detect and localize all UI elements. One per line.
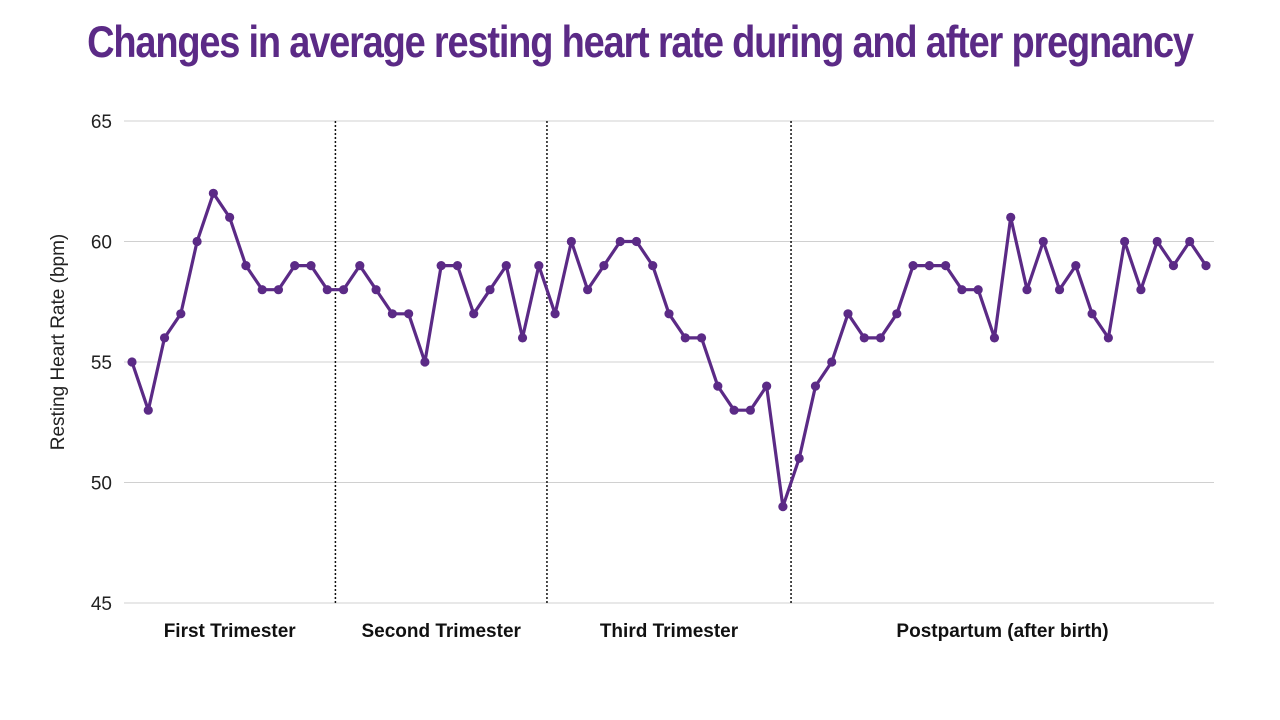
data-point: [420, 357, 430, 367]
data-point: [648, 261, 658, 271]
data-point: [583, 285, 593, 295]
data-point: [1152, 236, 1162, 247]
data-point: [762, 381, 772, 391]
data-point: [941, 261, 951, 271]
phase-dividers: [334, 121, 792, 603]
data-point: [827, 357, 837, 367]
y-tick-label-65: 65: [91, 112, 112, 133]
data-point: [143, 405, 153, 415]
y-tick-label-50: 50: [91, 474, 112, 495]
data-point: [1071, 261, 1081, 271]
data-point: [729, 405, 739, 415]
data-point: [745, 405, 755, 415]
data-point: [1168, 261, 1179, 271]
y-axis-label: Resting Heart Rate (bpm): [48, 234, 69, 450]
data-point: [843, 309, 853, 319]
data-point: [1136, 285, 1146, 295]
data-point: [859, 333, 869, 343]
data-point: [355, 261, 365, 271]
data-point: [225, 212, 235, 222]
data-point: [989, 333, 1000, 343]
data-point: [566, 236, 576, 247]
data-point: [208, 188, 218, 198]
data-point: [615, 236, 625, 247]
data-point: [973, 285, 983, 295]
data-point: [875, 333, 886, 343]
data-point: [1054, 285, 1065, 295]
data-point: [1201, 261, 1211, 271]
data-point: [1038, 236, 1048, 247]
phase-label: First Trimester: [164, 621, 297, 642]
phase-labels: First Trimester Second Trimester Third Tri…: [164, 621, 1109, 642]
chart-title: Changes in average resting heart rate du…: [87, 18, 1194, 68]
data-point: [452, 261, 463, 271]
data-point: [517, 333, 528, 343]
data-point: [908, 261, 918, 271]
data-point: [924, 261, 934, 271]
data-point: [680, 333, 690, 343]
data-point: [338, 285, 349, 295]
data-point: [176, 309, 186, 319]
data-point: [713, 381, 723, 391]
data-point: [664, 309, 674, 319]
data-point: [696, 333, 707, 343]
phase-label: Postpartum (after birth): [896, 621, 1108, 642]
data-point: [631, 236, 642, 247]
data-point: [257, 285, 267, 295]
data-point: [306, 261, 316, 271]
data-point: [957, 285, 967, 295]
data-point: [436, 261, 446, 271]
data-point: [192, 236, 202, 247]
data-point: [534, 261, 544, 271]
y-tick-label-60: 60: [91, 233, 112, 254]
data-point: [1087, 309, 1097, 319]
y-tick-label-55: 55: [91, 353, 112, 374]
data-point: [127, 357, 137, 367]
data-point: [1006, 212, 1016, 222]
data-point: [1103, 333, 1113, 343]
data-point: [387, 309, 397, 319]
data-point: [501, 261, 511, 271]
gridlines: [124, 120, 1214, 604]
data-point: [404, 309, 414, 319]
data-point: [794, 453, 804, 463]
data-point: [290, 261, 300, 271]
data-point: [273, 285, 284, 295]
data-point: [371, 285, 381, 295]
data-point: [892, 309, 902, 319]
data-point: [550, 309, 560, 319]
data-point: [485, 285, 495, 295]
data-point: [599, 261, 609, 271]
data-point: [322, 285, 332, 295]
series-points: [127, 188, 1211, 512]
data-point: [778, 502, 788, 512]
data-point: [241, 261, 251, 271]
y-axis: 45 50 55 60 65: [91, 112, 112, 615]
data-point: [1120, 236, 1130, 247]
data-point: [810, 381, 821, 391]
phase-label: Third Trimester: [600, 621, 739, 642]
data-point: [1022, 285, 1032, 295]
phase-label: Second Trimester: [361, 621, 521, 642]
data-point: [159, 333, 170, 343]
data-point: [469, 309, 479, 319]
data-point: [1185, 236, 1195, 247]
y-tick-label-45: 45: [91, 594, 112, 615]
